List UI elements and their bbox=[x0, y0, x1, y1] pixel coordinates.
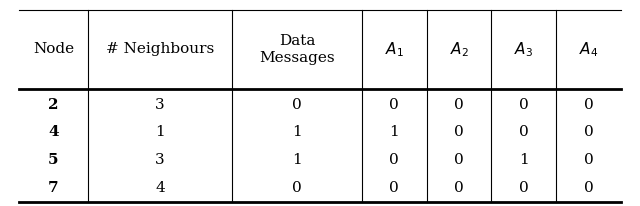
Text: 2: 2 bbox=[48, 98, 59, 111]
Text: 0: 0 bbox=[519, 181, 529, 195]
Text: 0: 0 bbox=[584, 181, 593, 195]
Text: 0: 0 bbox=[584, 153, 593, 167]
Text: 0: 0 bbox=[519, 98, 529, 111]
Text: 0: 0 bbox=[292, 181, 302, 195]
Text: 4: 4 bbox=[48, 125, 59, 139]
Text: $A_1$: $A_1$ bbox=[385, 40, 404, 59]
Text: 0: 0 bbox=[454, 181, 464, 195]
Text: 1: 1 bbox=[292, 153, 302, 167]
Text: $A_4$: $A_4$ bbox=[579, 40, 598, 59]
Text: 0: 0 bbox=[389, 98, 399, 111]
Text: Data
Messages: Data Messages bbox=[259, 34, 335, 64]
Text: 1: 1 bbox=[292, 125, 302, 139]
Text: $A_3$: $A_3$ bbox=[514, 40, 533, 59]
Text: 3: 3 bbox=[156, 98, 165, 111]
Text: 1: 1 bbox=[156, 125, 165, 139]
Text: 3: 3 bbox=[156, 153, 165, 167]
Text: 0: 0 bbox=[292, 98, 302, 111]
Text: # Neighbours: # Neighbours bbox=[106, 42, 214, 56]
Text: 5: 5 bbox=[48, 153, 59, 167]
Text: 1: 1 bbox=[389, 125, 399, 139]
Text: 4: 4 bbox=[156, 181, 165, 195]
Text: 0: 0 bbox=[454, 153, 464, 167]
Text: 0: 0 bbox=[519, 125, 529, 139]
Text: 0: 0 bbox=[454, 125, 464, 139]
Text: Node: Node bbox=[33, 42, 74, 56]
Text: 7: 7 bbox=[48, 181, 59, 195]
Text: $A_2$: $A_2$ bbox=[449, 40, 468, 59]
Text: 0: 0 bbox=[584, 125, 593, 139]
Text: 0: 0 bbox=[454, 98, 464, 111]
Text: 1: 1 bbox=[519, 153, 529, 167]
Text: 0: 0 bbox=[389, 181, 399, 195]
Text: 0: 0 bbox=[389, 153, 399, 167]
Text: 0: 0 bbox=[584, 98, 593, 111]
